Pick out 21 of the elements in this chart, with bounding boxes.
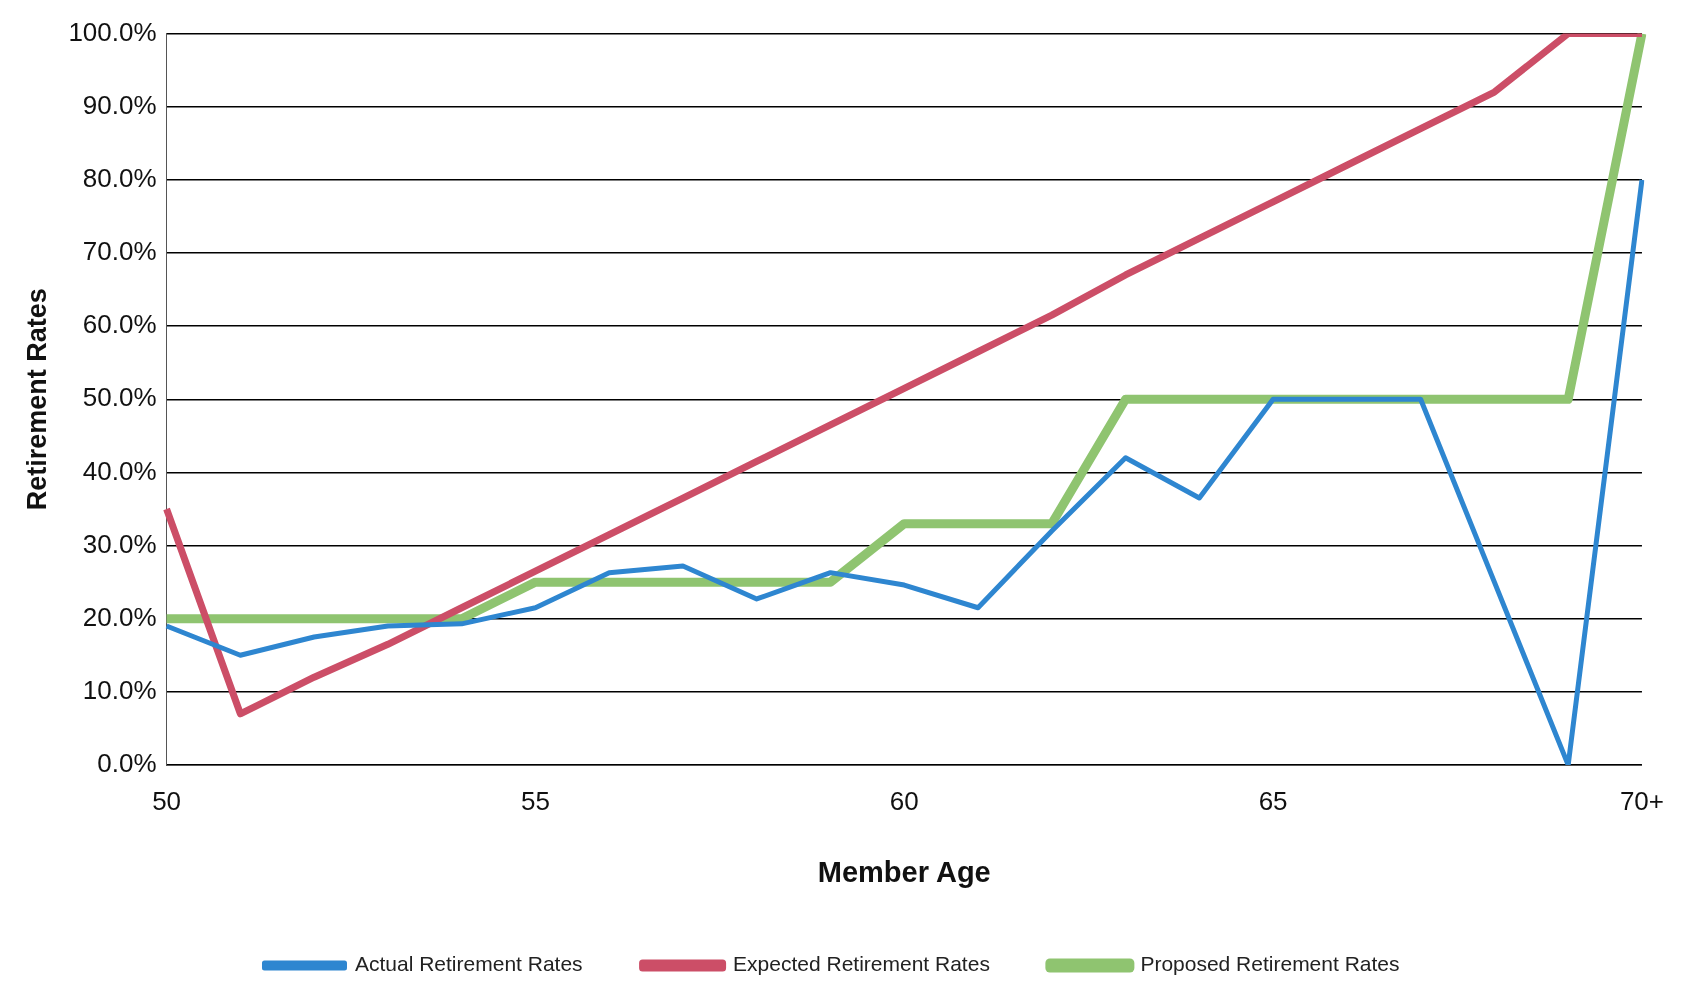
y-tick-label: 90.0% bbox=[82, 89, 157, 120]
y-tick-label: 40.0% bbox=[82, 455, 157, 486]
x-tick-label: 70+ bbox=[1619, 785, 1664, 816]
x-axis-title: Member Age bbox=[817, 855, 991, 888]
x-tick-label: 55 bbox=[520, 785, 550, 816]
y-tick-label: 20.0% bbox=[82, 601, 157, 632]
legend-label: Actual Retirement Rates bbox=[354, 952, 583, 976]
y-tick-label: 30.0% bbox=[82, 528, 157, 559]
x-tick-label: 50 bbox=[152, 785, 182, 816]
y-tick-label: 70.0% bbox=[82, 236, 157, 267]
y-tick-label: 60.0% bbox=[82, 309, 157, 340]
y-tick-label: 80.0% bbox=[82, 163, 157, 194]
y-tick-label: 100.0% bbox=[68, 16, 157, 47]
y-tick-label: 0.0% bbox=[97, 748, 157, 779]
legend-label: Expected Retirement Rates bbox=[733, 952, 990, 976]
legend-label: Proposed Retirement Rates bbox=[1140, 952, 1400, 976]
x-tick-label: 60 bbox=[889, 785, 919, 816]
y-tick-label: 50.0% bbox=[82, 382, 157, 413]
x-tick-label: 65 bbox=[1258, 785, 1288, 816]
y-axis-title: Retirement Rates bbox=[21, 288, 52, 511]
y-tick-label: 10.0% bbox=[82, 675, 157, 706]
